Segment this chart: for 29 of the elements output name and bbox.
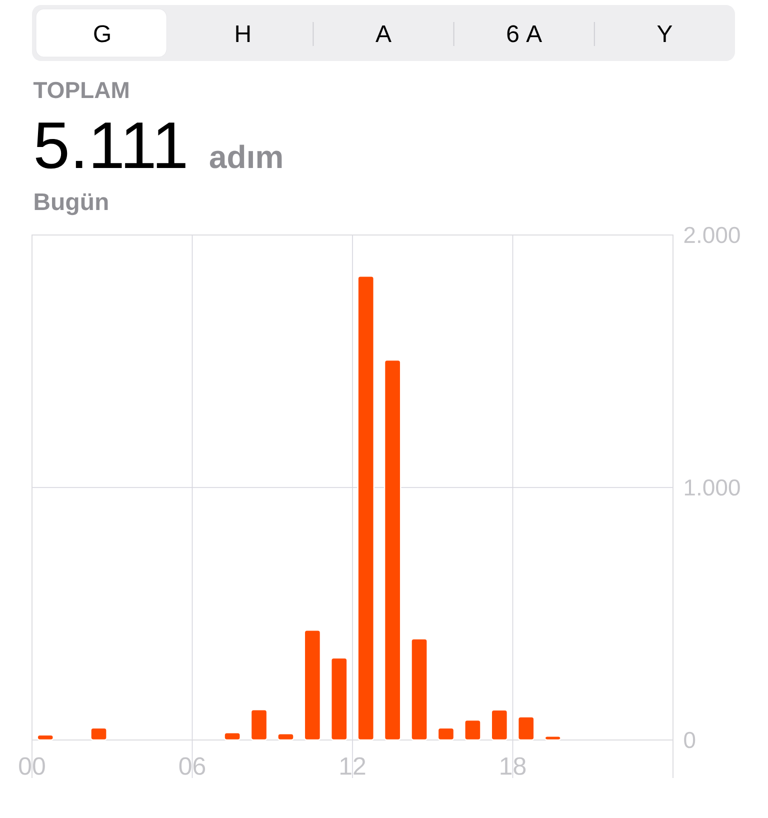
y-tick-label: 1.000 [684, 479, 740, 496]
bar [384, 359, 402, 741]
bar [330, 657, 348, 741]
bar [490, 709, 508, 741]
bar [437, 727, 455, 741]
bar [250, 709, 268, 741]
bar [304, 630, 322, 741]
bar [90, 727, 108, 741]
text: G [94, 25, 110, 42]
text: Y [657, 25, 672, 42]
bar [357, 276, 374, 741]
text: adım [210, 144, 282, 168]
chart-title: 5.111 [36, 122, 186, 169]
text: TOPLAM [33, 82, 128, 98]
x-tick-label: 12 [340, 757, 366, 775]
text: A [376, 25, 392, 42]
x-tick-label: 06 [179, 757, 206, 775]
bar [517, 716, 535, 741]
bar [410, 638, 428, 741]
x-tick-label: 00 [19, 757, 45, 775]
bar [277, 733, 294, 741]
y-tick-label: 0 [684, 732, 696, 748]
bar [224, 732, 241, 741]
text: 6 A [507, 25, 542, 42]
bar [464, 719, 482, 741]
text: H [236, 25, 250, 42]
x-tick-label: 18 [500, 757, 526, 775]
chart-subtitle: Bugün [34, 193, 108, 216]
y-tick-label: 2.000 [684, 226, 740, 244]
